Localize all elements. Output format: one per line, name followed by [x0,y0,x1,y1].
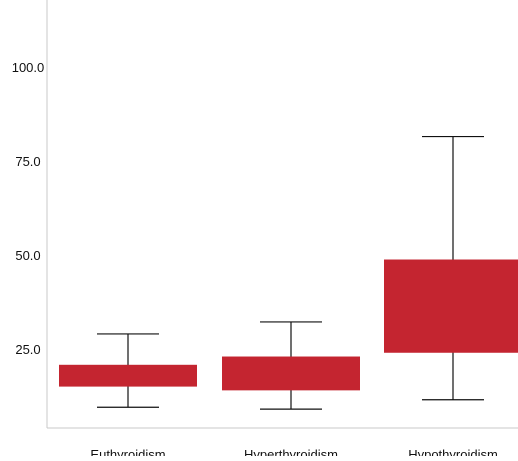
x-category-label: Hyperthyroidism [244,447,338,456]
box-group [59,333,197,408]
y-tick-label: 75.0 [15,154,40,169]
x-category-label: Euthyroidism [90,447,165,456]
x-axis-labels: Euthyroidism Hyperthyroidism Hypothyroidis… [90,447,498,461]
box-series [59,135,518,410]
box-group [222,321,360,410]
x-category-label: Hypothyroidism [408,447,498,456]
box-rect [59,364,197,387]
box-group [384,135,518,401]
y-tick-label: 25.0 [15,342,40,357]
box-rect [222,356,360,391]
y-axis-ticks: 25.0 50.0 75.0 100.0 [12,60,45,357]
y-tick-label: 100.0 [12,60,45,75]
box-rect [384,259,518,353]
y-tick-label: 50.0 [15,248,40,263]
